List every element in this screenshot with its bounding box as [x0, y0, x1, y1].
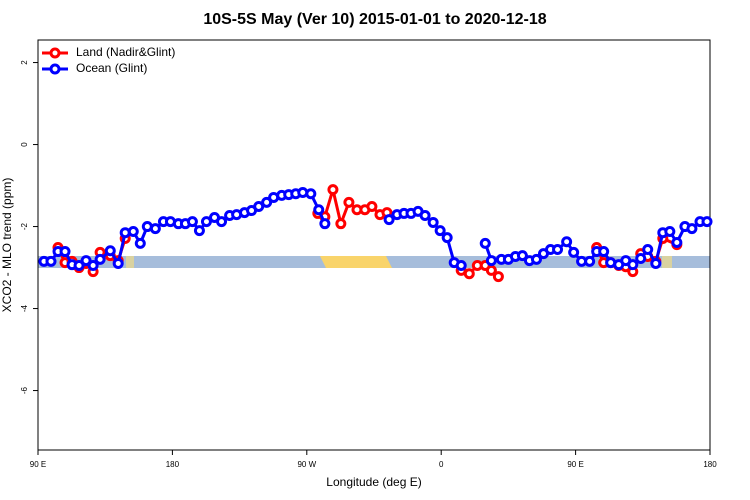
- point: [686, 223, 698, 235]
- point: [427, 216, 439, 228]
- land-strip: [126, 256, 134, 268]
- point: [87, 260, 99, 271]
- legend-label: Land (Nadir&Glint): [76, 45, 175, 59]
- point: [112, 257, 124, 269]
- land-strip: [320, 256, 392, 268]
- y-tick-label: 0: [20, 142, 29, 147]
- point: [671, 237, 683, 249]
- y-axis-label: XCO2 - MLO trend (ppm): [0, 178, 14, 313]
- point: [59, 246, 71, 258]
- legend-marker: [49, 47, 61, 59]
- point: [366, 200, 378, 212]
- legend-label: Ocean (Glint): [76, 61, 147, 75]
- point: [343, 196, 355, 208]
- x-axis-label: Longitude (deg E): [326, 475, 421, 489]
- point: [313, 204, 325, 216]
- chart-title: 10S-5S May (Ver 10) 2015-01-01 to 2020-1…: [203, 11, 546, 28]
- point: [305, 188, 317, 200]
- point: [149, 223, 161, 235]
- point: [455, 260, 467, 271]
- point: [635, 253, 647, 265]
- x-tick-label: 90 E: [30, 460, 46, 469]
- point: [552, 244, 564, 256]
- point: [485, 255, 497, 267]
- point: [642, 244, 654, 256]
- y-tick-label: -2: [20, 222, 29, 230]
- point: [419, 209, 431, 221]
- x-tick-label: 180: [703, 460, 717, 469]
- x-tick-label: 90 W: [297, 460, 316, 469]
- point: [319, 218, 331, 230]
- point: [664, 225, 676, 237]
- y-tick-label: -6: [20, 386, 29, 394]
- point: [561, 236, 573, 248]
- point: [193, 225, 205, 237]
- point: [383, 214, 395, 226]
- legend: Land (Nadir&Glint) Ocean (Glint): [42, 45, 175, 75]
- point: [200, 216, 212, 228]
- point: [485, 264, 497, 276]
- point: [516, 250, 528, 262]
- point: [186, 216, 198, 228]
- point: [94, 253, 106, 265]
- plot-frame: [37, 39, 711, 451]
- point: [73, 260, 85, 271]
- point: [584, 255, 596, 267]
- x-tick-label: 180: [166, 460, 180, 469]
- x-tick-label: 90 E: [567, 460, 583, 469]
- land-strip: [662, 256, 672, 268]
- point: [441, 232, 453, 244]
- point: [568, 246, 580, 258]
- point: [627, 259, 639, 271]
- point: [80, 255, 92, 267]
- y-tick-label: 2: [20, 60, 29, 65]
- point: [104, 245, 116, 257]
- point: [335, 218, 347, 230]
- point: [650, 257, 662, 269]
- point: [127, 225, 139, 237]
- point: [701, 216, 713, 228]
- y-tick-label: -4: [20, 304, 29, 312]
- point: [261, 196, 273, 208]
- point: [434, 225, 446, 237]
- surface-strip: [38, 256, 710, 268]
- point: [598, 246, 610, 258]
- legend-marker: [49, 63, 61, 75]
- point: [45, 255, 57, 267]
- point: [253, 200, 265, 212]
- point: [530, 253, 542, 265]
- point: [134, 237, 146, 249]
- point: [327, 184, 339, 196]
- point: [463, 268, 475, 280]
- x-tick-label: 0: [439, 460, 444, 469]
- point: [492, 271, 504, 283]
- point: [479, 237, 491, 249]
- point: [216, 216, 228, 228]
